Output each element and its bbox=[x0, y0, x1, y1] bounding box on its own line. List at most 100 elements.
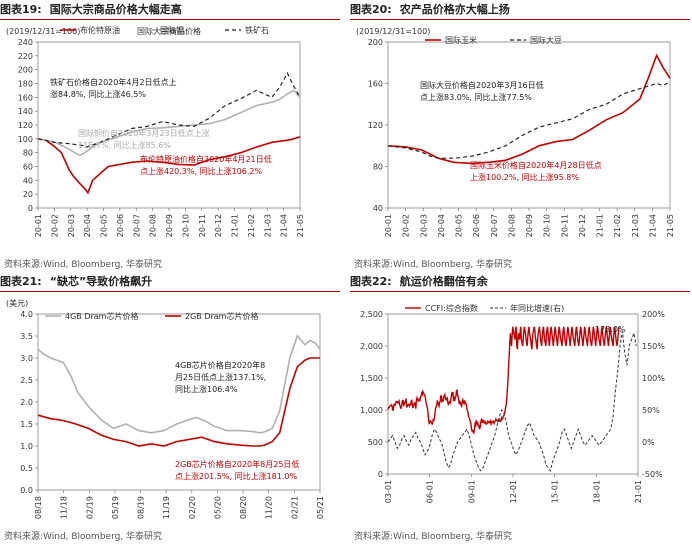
figure-source: 资料来源:Wind, Bloomberg, 华泰研究 bbox=[354, 260, 513, 270]
shipping-price-chart: 0 500 1,000 1,500 2,000 2,500 -50% 0% 50% 100% 150… bbox=[360, 303, 665, 503]
legend-label: 2GB Dram芯片价格 bbox=[185, 311, 258, 321]
x-tick-label: 20-01 bbox=[34, 214, 43, 237]
figure-title: 航运价格翻倍有余 bbox=[399, 275, 488, 288]
y-tick-label: 0.5 bbox=[20, 464, 33, 473]
x-tick-label: 20-05 bbox=[100, 214, 109, 237]
figure-source: 资料来源:Wind, Bloomberg, 华泰研究 bbox=[4, 532, 163, 542]
figure-header: 图表22: 航运价格翻倍有余 bbox=[350, 272, 690, 292]
y-tick-label: 120 bbox=[18, 121, 33, 130]
x-tick-label: 20-08 bbox=[149, 214, 158, 237]
y-tick-label: 1.0 bbox=[20, 442, 33, 451]
axis-unit: (美元) bbox=[6, 298, 28, 308]
x-tick-label: 21-04 bbox=[648, 214, 657, 237]
y-tick-label: 2.0 bbox=[20, 398, 33, 407]
x-tick-label: 20-05 bbox=[455, 214, 464, 237]
x-tick-label: 20-07 bbox=[490, 214, 499, 237]
x-tick-label: 21-04 bbox=[280, 214, 289, 237]
figure-header: 图表20: 农产品价格亦大幅上扬 bbox=[350, 0, 690, 20]
y-tick-label: 2,000 bbox=[360, 342, 383, 351]
annotation-text: 月25日低点上涨137.1%, bbox=[175, 372, 266, 382]
y-tick-label: 80 bbox=[373, 163, 383, 172]
x-tick-label: 21-01 bbox=[634, 480, 643, 503]
annotation-text: 4GB芯片价格自2020年8 bbox=[175, 360, 265, 370]
annotation-text: 铁矿石价格自2020年4月2日低点上 bbox=[50, 77, 177, 87]
y-tick-label: 2,500 bbox=[360, 310, 383, 319]
x-tick-label: 21-01 bbox=[231, 214, 240, 237]
commodity-price-chart: (2019/12/31=100) 国际大宗商品价格 0 20 40 60 80 100 120 1… bbox=[6, 25, 305, 237]
x-tick-label: 11/19 bbox=[162, 496, 171, 519]
legend-label: 年同比增速(右) bbox=[510, 303, 564, 313]
figure-21-panel: 图表21: “缺芯”导致价格飙升 (美元) 0.0 0.5 1.0 1.5 2.0 2.5 3.… bbox=[0, 272, 340, 544]
annotation-text: 布伦特原油价格自2020年4月21日低 bbox=[140, 154, 272, 164]
x-tick-label: 08/19 bbox=[137, 496, 146, 519]
x-tick-label: 08/18 bbox=[34, 496, 43, 519]
legend-label: 布伦特原油 bbox=[80, 25, 120, 35]
x-tick-label: 20-02 bbox=[50, 214, 59, 237]
y-tick-label: 500 bbox=[368, 438, 383, 447]
y-tick-label: 20 bbox=[23, 190, 33, 199]
annotation-text: 点上涨420.3%, 同比上涨106.2% bbox=[140, 166, 262, 176]
y-tick-label: 40 bbox=[23, 176, 33, 185]
x-tick-label: 15-01 bbox=[551, 480, 560, 503]
series-line-0 bbox=[387, 53, 671, 165]
legend-label: 铁矿石 bbox=[245, 25, 269, 35]
y-tick-label: 2.5 bbox=[20, 376, 33, 385]
annotation-text: 点上涨201.5%, 同比上涨181.0% bbox=[175, 471, 297, 481]
series-line-1 bbox=[37, 89, 301, 157]
x-tick-label: 20-06 bbox=[116, 214, 125, 237]
y-tick-label: 160 bbox=[18, 93, 33, 102]
legend-label: 4GB Dram芯片价格 bbox=[65, 311, 138, 321]
x-tick-label: 21-03 bbox=[263, 214, 272, 237]
x-tick-label: 20-03 bbox=[419, 214, 428, 237]
figure-source: 资料来源:Wind, Bloomberg, 华泰研究 bbox=[4, 260, 163, 270]
annotation-text: 点上涨83.0%, 同比上涨77.5% bbox=[420, 92, 532, 102]
x-tick-label: 20-06 bbox=[472, 214, 481, 237]
x-tick-label: 02/19 bbox=[85, 496, 94, 519]
x-tick-label: 11/20 bbox=[265, 496, 274, 519]
y-tick-label: 1,500 bbox=[360, 374, 383, 383]
x-tick-label: 05/20 bbox=[213, 496, 222, 519]
plot-frame bbox=[387, 41, 671, 209]
x-tick-label: 20-07 bbox=[132, 214, 141, 237]
y-tick-label: 3.0 bbox=[20, 354, 33, 363]
y-tick-label: 60 bbox=[23, 163, 33, 172]
x-tick-label: 12-01 bbox=[509, 480, 518, 503]
series-line-0 bbox=[37, 136, 301, 195]
figure-22-panel: 图表22: 航运价格翻倍有余 0 500 1,000 1,500 2,000 2,500 -5… bbox=[350, 272, 690, 544]
plot-frame bbox=[37, 41, 301, 209]
y-tick-label: 1.5 bbox=[20, 420, 33, 429]
series-line-1 bbox=[387, 331, 637, 472]
x-tick-label: 20-01 bbox=[384, 214, 393, 237]
x-tick-label: 20-10 bbox=[543, 214, 552, 237]
figure-source: 资料来源:Wind, Bloomberg, 华泰研究 bbox=[354, 532, 513, 542]
y-tick-label: 3.5 bbox=[20, 332, 33, 341]
x-tick-label: 20-09 bbox=[165, 214, 174, 237]
y2-tick-label: 50% bbox=[642, 406, 660, 415]
figure-19-panel: 图表19: 国际大宗商品价格大幅走高 (2019/12/31=100) 国际大宗商品… bbox=[0, 0, 340, 272]
y-tick-label: 200 bbox=[368, 38, 383, 47]
figure-title: 农产品价格亦大幅上扬 bbox=[399, 3, 510, 16]
legend-label: CCFI:综合指数 bbox=[425, 303, 478, 313]
annotation-text: 173.0% bbox=[595, 325, 626, 334]
annotation-text: 国际大豆价格自2020年3月16日低 bbox=[420, 80, 544, 90]
y-tick-label: 0 bbox=[28, 204, 33, 213]
x-tick-label: 20-02 bbox=[402, 214, 411, 237]
figure-header: 图表19: 国际大宗商品价格大幅走高 bbox=[0, 0, 340, 20]
figure-20-panel: 图表20: 农产品价格亦大幅上扬 (2019/12/31=100) 40 80 120 1… bbox=[350, 0, 690, 272]
y2-tick-label: 100% bbox=[642, 374, 665, 383]
x-tick-label: 21-05 bbox=[666, 214, 675, 237]
x-tick-label: 05/21 bbox=[316, 496, 325, 519]
x-tick-label: 21-02 bbox=[247, 214, 256, 237]
annotation-text: 涨84.8%, 同比上涨46.5% bbox=[50, 89, 146, 99]
x-tick-label: 03-01 bbox=[384, 480, 393, 503]
y-tick-label: 1,000 bbox=[360, 406, 383, 415]
y2-tick-label: 200% bbox=[642, 310, 665, 319]
y2-tick-label: 0% bbox=[642, 438, 655, 447]
annotation-text: 上涨100.2%, 同比上涨95.8% bbox=[470, 172, 579, 182]
figure-number: 图表19: bbox=[0, 3, 42, 16]
figure-number: 图表22: bbox=[350, 275, 392, 288]
y-tick-label: 40 bbox=[373, 204, 383, 213]
y-tick-label: 140 bbox=[18, 107, 33, 116]
axis-unit: (2019/12/31=100) bbox=[6, 27, 80, 36]
x-tick-label: 08/20 bbox=[239, 496, 248, 519]
